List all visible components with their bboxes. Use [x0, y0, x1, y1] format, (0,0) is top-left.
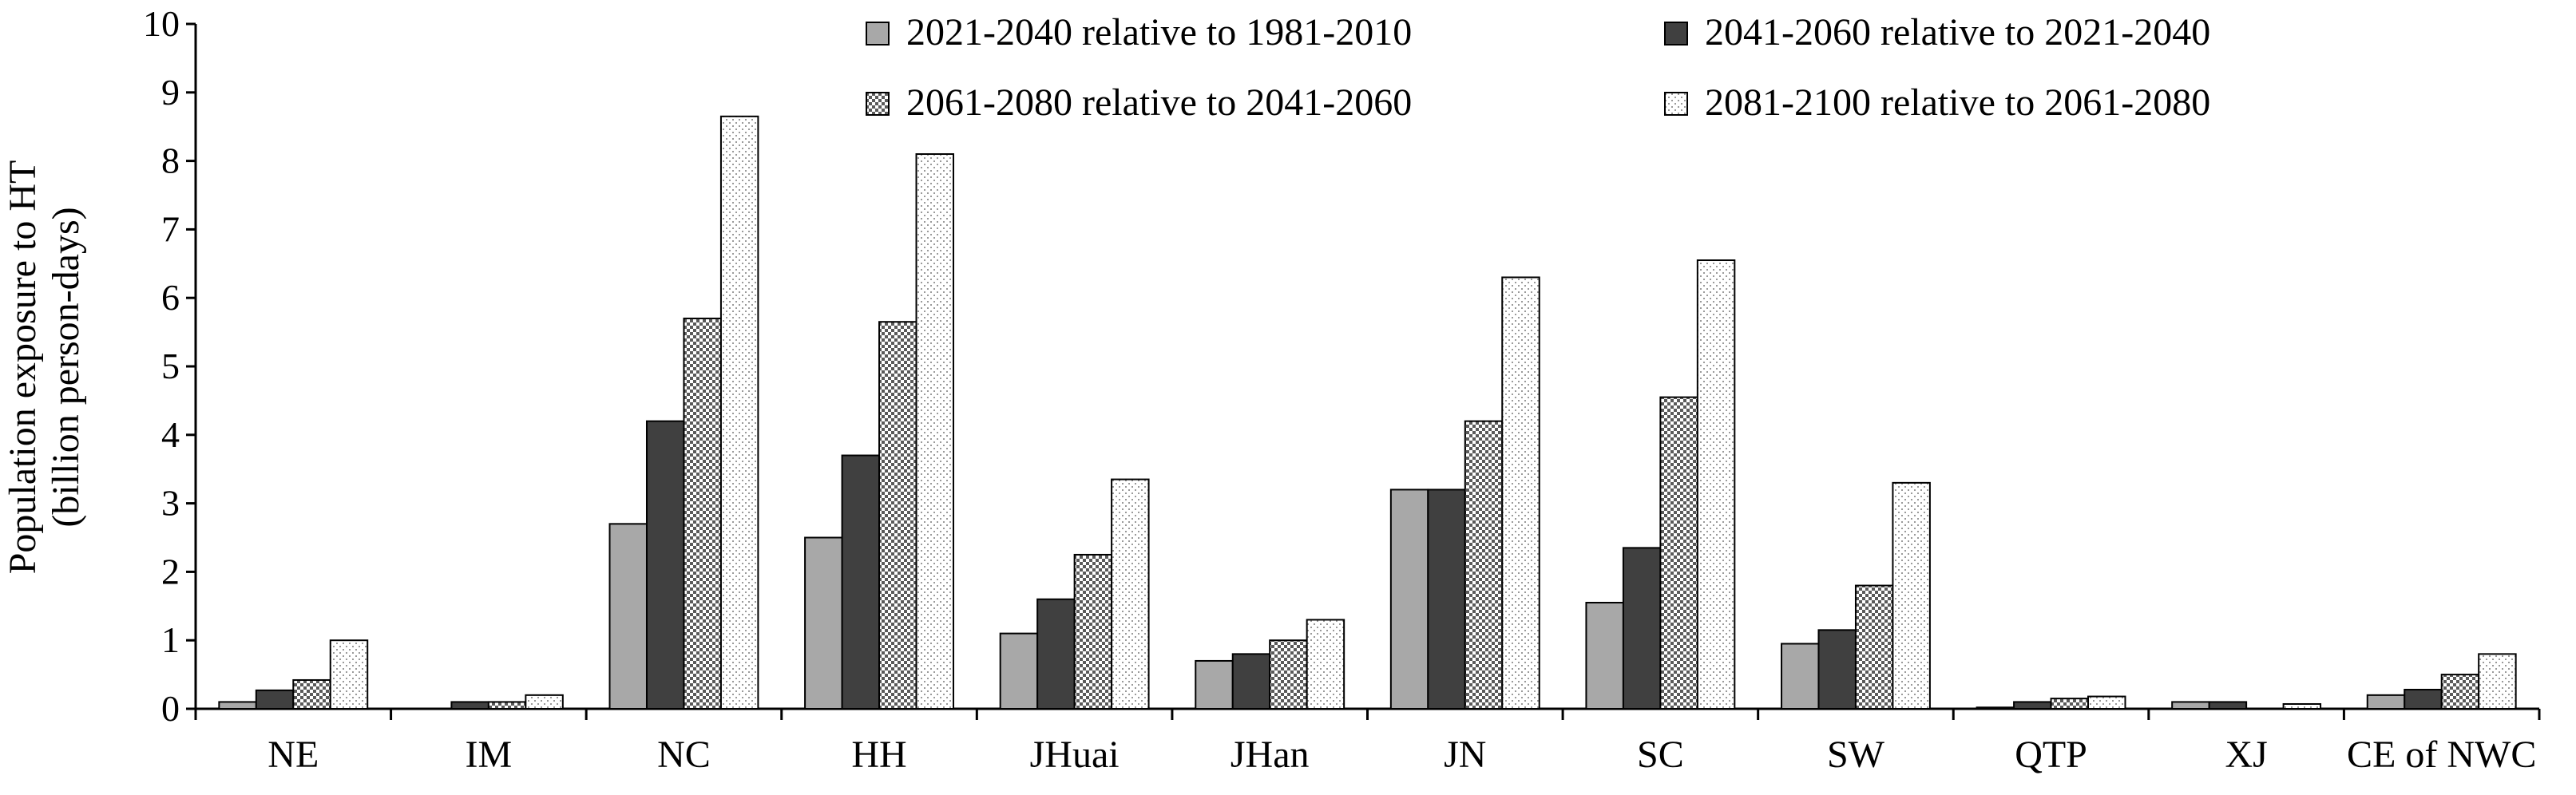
legend-swatch — [866, 22, 890, 45]
bar — [1501, 276, 1540, 710]
bars — [218, 115, 2517, 710]
bar — [1781, 643, 1820, 710]
y-tick-label: 1 — [161, 619, 180, 660]
y-tick-label: 5 — [161, 346, 180, 386]
bar — [1195, 659, 1234, 710]
y-tick-label: 9 — [161, 72, 180, 113]
bar — [719, 115, 759, 710]
bar — [1073, 553, 1113, 710]
bar — [1389, 488, 1429, 710]
bar — [2208, 701, 2248, 710]
bar — [1696, 259, 1736, 710]
bar — [525, 694, 564, 710]
bar — [1036, 598, 1076, 710]
legend-label: 2041-2060 relative to 2021-2040 — [1705, 11, 2210, 53]
bar — [2440, 674, 2480, 710]
legend-label: 2021-2040 relative to 1981-2010 — [906, 11, 1412, 53]
y-tick-label: 0 — [161, 688, 180, 729]
bar — [608, 523, 648, 710]
bar — [255, 689, 295, 710]
x-tick-label: NE — [268, 734, 319, 776]
bar — [2282, 702, 2322, 710]
bar — [292, 678, 331, 710]
x-tick-label: HH — [851, 734, 906, 776]
bar — [1111, 478, 1150, 710]
x-tick-label: JHuai — [1030, 734, 1120, 776]
bar — [645, 420, 685, 710]
bar — [804, 536, 843, 710]
bar — [450, 701, 489, 710]
y-tick-label: 7 — [161, 208, 180, 249]
bar — [2478, 653, 2517, 710]
bar — [1817, 629, 1857, 710]
bar — [2087, 695, 2126, 710]
x-tick-label: JHan — [1231, 734, 1310, 776]
bar — [1622, 547, 1662, 710]
y-tick-label: 2 — [161, 551, 180, 591]
x-tick-label: CE of NWC — [2347, 734, 2536, 776]
legend-label: 2061-2080 relative to 2041-2060 — [906, 81, 1412, 124]
bar — [915, 153, 954, 710]
y-axis-title-line-1: Population exposure to HT — [2, 160, 44, 575]
bar — [1231, 653, 1271, 710]
legend-swatch — [1664, 22, 1688, 45]
x-tick-label: IM — [466, 734, 513, 776]
bar — [2050, 698, 2090, 710]
y-tick-label: 4 — [161, 414, 180, 455]
x-tick-label: XJ — [2225, 734, 2267, 776]
y-tick-label: 10 — [143, 3, 180, 44]
x-tick-label: JN — [1444, 734, 1486, 776]
x-tick-label: NC — [657, 734, 711, 776]
bar — [1892, 481, 1931, 710]
y-axis: 0 1 2 3 4 5 6 7 8 9 10 — [143, 3, 197, 729]
bar — [487, 701, 527, 710]
y-axis-title-line-2: (billion person-days) — [45, 207, 87, 527]
y-tick-label: 3 — [161, 483, 180, 524]
x-tick-label: SW — [1827, 734, 1885, 776]
legend: 2021-2040 relative to 1981-2010 2041-2060… — [866, 11, 2210, 124]
x-tick-label: SC — [1637, 734, 1684, 776]
bar — [1464, 420, 1504, 710]
bar — [2171, 701, 2210, 710]
bar — [1427, 488, 1466, 710]
bar — [1659, 396, 1698, 710]
bar — [1269, 639, 1308, 710]
bar — [2366, 694, 2406, 710]
bar — [999, 632, 1039, 710]
bar — [683, 317, 722, 710]
bar — [1306, 619, 1345, 710]
bar — [2013, 701, 2052, 710]
y-tick-label: 8 — [161, 140, 180, 181]
x-axis: NE IM NC HH JHuai JHan JN SC SW QTP XJ CE of NWC — [194, 707, 2541, 776]
bar — [841, 454, 881, 710]
bar — [1976, 706, 2015, 710]
x-tick-label: QTP — [2015, 734, 2087, 776]
y-axis-title: Population exposure to HT (billion perso… — [2, 160, 87, 575]
y-tick-label: 6 — [161, 277, 180, 318]
legend-swatch — [1664, 92, 1688, 116]
legend-label: 2081-2100 relative to 2061-2080 — [1705, 81, 2210, 124]
bar — [2404, 688, 2443, 710]
bar — [1854, 584, 1894, 710]
bar — [1585, 602, 1624, 710]
bar — [329, 639, 369, 710]
bar — [218, 701, 257, 710]
legend-swatch — [866, 92, 890, 116]
bar — [878, 321, 917, 710]
